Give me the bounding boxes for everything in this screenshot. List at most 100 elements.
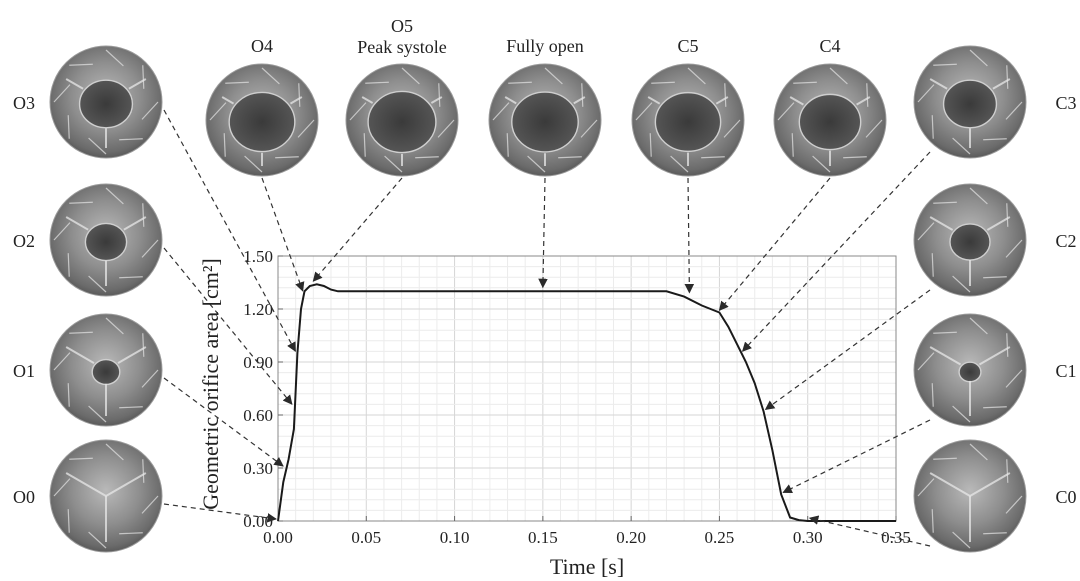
leaflet-edge: [715, 96, 729, 105]
stent-strut: [88, 531, 107, 549]
stage-label: O4: [251, 36, 273, 56]
valve-image-o4: [205, 63, 319, 177]
stent-strut: [298, 83, 301, 107]
stent-strut: [670, 155, 689, 173]
leaflet-edge: [929, 78, 948, 90]
stent-strut: [969, 49, 988, 67]
stent-strut: [701, 156, 725, 159]
valve-orifice: [91, 358, 121, 386]
leaflet-edge: [504, 96, 517, 105]
valve-orifice: [949, 223, 991, 261]
stent-strut: [933, 331, 957, 334]
stage-label: C0: [1055, 487, 1076, 507]
stent-strut: [297, 119, 315, 138]
stage-label: O1: [13, 361, 35, 381]
stent-strut: [142, 459, 145, 483]
stent-strut: [275, 156, 299, 159]
stent-strut: [917, 222, 935, 241]
valve-image-c2: [913, 183, 1027, 297]
leaflet-edge: [992, 78, 1011, 90]
stage-label: O5 Peak systole: [357, 16, 447, 57]
valve-orifice: [78, 79, 134, 129]
leaflet-edge: [65, 472, 107, 497]
y-tick-label: 0.00: [243, 512, 273, 531]
stent-strut: [983, 276, 1007, 279]
stent-strut: [723, 119, 741, 138]
valve-orifice: [511, 91, 579, 153]
y-tick-label: 1.20: [243, 300, 273, 319]
stent-strut: [67, 115, 70, 139]
stent-strut: [437, 119, 455, 138]
valve-image-c5: [631, 63, 745, 177]
valve-orifice: [942, 79, 998, 129]
stage-label: C3: [1055, 93, 1076, 113]
stent-strut: [119, 406, 143, 409]
stent-strut: [649, 133, 652, 157]
valve-image-c3: [913, 45, 1027, 159]
stent-strut: [952, 405, 971, 423]
stent-strut: [209, 102, 227, 121]
stent-strut: [261, 67, 280, 85]
stent-strut: [69, 63, 93, 66]
leaflet-edge: [65, 346, 95, 364]
leaflet-edge: [929, 472, 971, 497]
leaflet-edge: [789, 96, 804, 106]
stent-strut: [724, 83, 727, 107]
stage-label: C2: [1055, 231, 1076, 251]
stent-strut: [88, 275, 107, 293]
stage-label: C4: [819, 36, 840, 56]
stent-strut: [983, 532, 1007, 535]
stage-labels: O3 O2 O1 O0 C3 C2 C1 C0 O4 O5 Peak systole Fully op…: [13, 16, 1077, 507]
stage-label: O2: [13, 231, 35, 251]
stage-label: C5: [677, 36, 698, 56]
stent-strut: [777, 102, 795, 121]
stent-strut: [384, 155, 403, 173]
leaflet-edge: [856, 96, 871, 106]
stent-strut: [931, 115, 934, 139]
valve-image-o0: [49, 439, 163, 553]
stage-label: O0: [13, 487, 35, 507]
stent-strut: [1006, 333, 1009, 357]
annotation-arrow: [718, 177, 831, 312]
stent-strut: [580, 119, 598, 138]
stent-strut: [812, 155, 831, 173]
stent-strut: [793, 81, 817, 84]
stent-strut: [365, 81, 389, 84]
annotation-arrow: [312, 177, 403, 282]
stent-strut: [952, 137, 971, 155]
stent-strut: [363, 133, 366, 157]
annotation-arrow: [163, 503, 277, 523]
stent-strut: [983, 138, 1007, 141]
leaflet-edge: [573, 96, 586, 105]
stent-strut: [933, 201, 957, 204]
stent-strut: [67, 253, 70, 277]
stent-strut: [69, 331, 93, 334]
stent-strut: [142, 65, 145, 89]
annotation-arrow: [538, 177, 548, 289]
leaflet-edge: [929, 216, 954, 231]
stent-strut: [1006, 459, 1009, 483]
leaflet-edge: [117, 346, 147, 364]
valve-image-o1: [49, 313, 163, 427]
leaflet-edge: [430, 96, 443, 104]
stent-strut: [223, 133, 226, 157]
x-tick-label: 0.10: [440, 528, 470, 547]
stent-strut: [1005, 369, 1023, 388]
stent-strut: [931, 509, 934, 533]
x-tick-label: 0.25: [705, 528, 735, 547]
stent-strut: [119, 276, 143, 279]
stent-strut: [119, 532, 143, 535]
stent-strut: [401, 67, 420, 85]
stent-strut: [105, 49, 124, 67]
stent-strut: [506, 133, 509, 157]
stent-strut: [105, 443, 124, 461]
stent-strut: [527, 155, 546, 173]
orifice-area-line: [277, 283, 896, 522]
stent-strut: [492, 102, 510, 121]
stent-strut: [1006, 65, 1009, 89]
stent-strut: [865, 119, 883, 138]
stent-strut: [917, 84, 935, 103]
annotation-arrow: [261, 177, 305, 292]
annotation-arrow: [764, 289, 931, 411]
stent-strut: [438, 83, 441, 107]
